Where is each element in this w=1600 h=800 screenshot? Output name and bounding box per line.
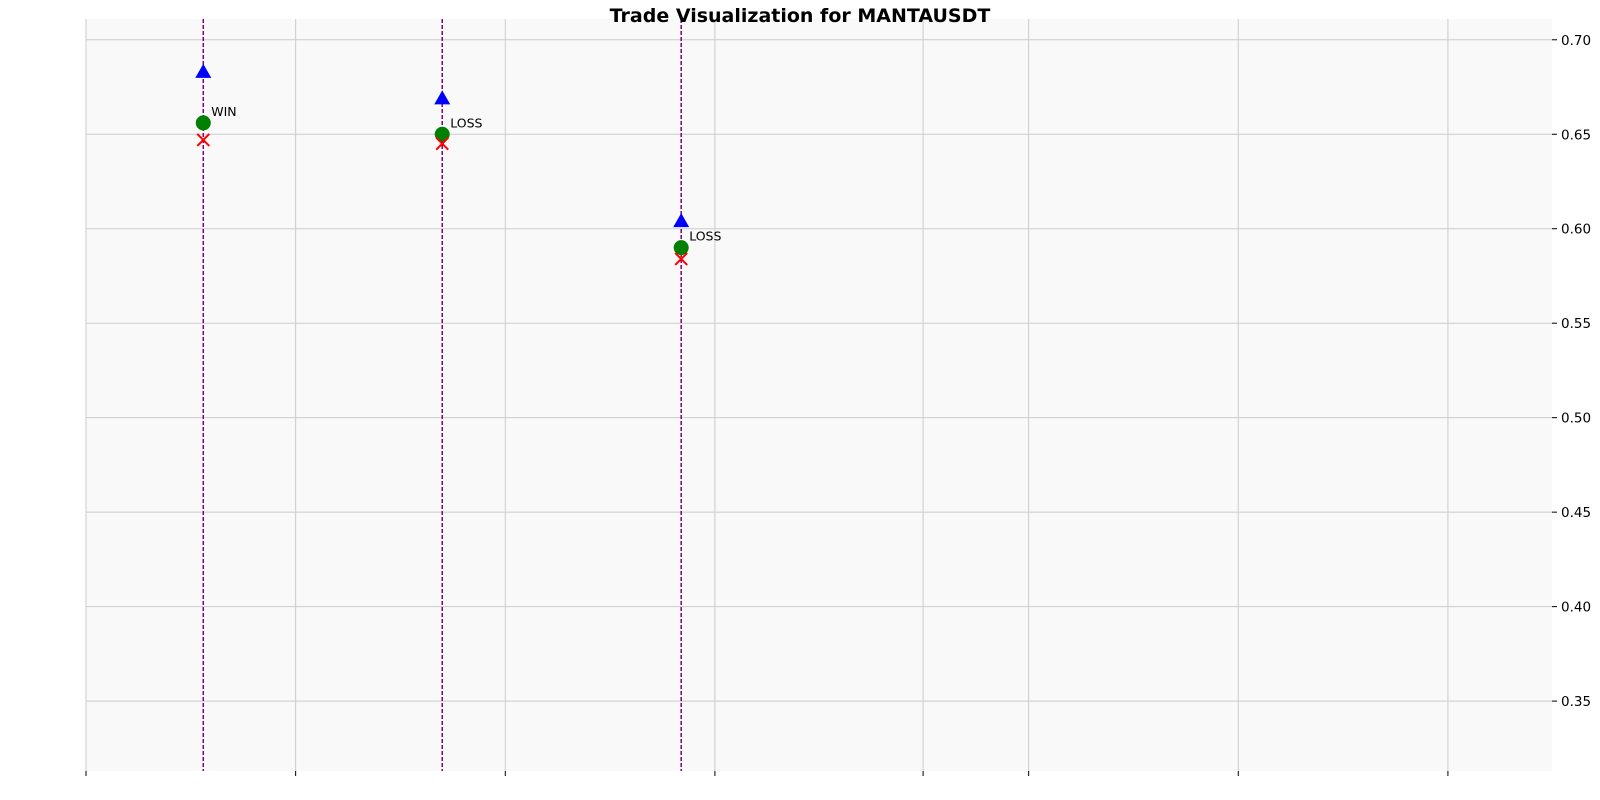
y-tick-label: 0.45: [1561, 505, 1591, 521]
plot-area: [86, 19, 1552, 771]
trade-labels: WIN LOSS LOSS: [211, 104, 721, 244]
y-tick-label: 0.40: [1561, 600, 1591, 616]
stop-marker: [674, 252, 688, 266]
entry-marker: [673, 213, 690, 228]
exit-marker: [195, 115, 211, 131]
stop-marker: [196, 133, 210, 147]
y-tick-label: 0.65: [1561, 127, 1591, 143]
entry-marker: [434, 90, 451, 105]
chart-title: Trade Visualization for MANTAUSDT: [610, 5, 991, 27]
axis-ticks: 0.35 0.40 0.45 0.50 0.55 0.60 0.65 0.70: [85, 33, 1591, 776]
trade-result-label: LOSS: [450, 115, 482, 130]
trade-result-label: LOSS: [689, 229, 721, 244]
y-tick-label: 0.35: [1561, 694, 1591, 710]
stop-marker-stroke: [674, 252, 688, 266]
trade-lines: [202, 19, 682, 771]
exit-marker: [434, 126, 450, 142]
y-tick-label: 0.70: [1561, 33, 1591, 49]
grid: [85, 19, 1552, 771]
entry-marker: [195, 63, 212, 78]
y-tick-label: 0.55: [1561, 316, 1591, 332]
exit-marker: [673, 240, 689, 256]
trade-result-label: WIN: [211, 104, 236, 119]
stop-marker-stroke: [196, 133, 210, 147]
stop-marker-stroke: [435, 136, 449, 151]
y-tick-label: 0.50: [1561, 411, 1591, 427]
stop-marker: [435, 136, 449, 151]
y-tick-label: 0.60: [1561, 222, 1591, 238]
trade-markers: [195, 63, 690, 266]
